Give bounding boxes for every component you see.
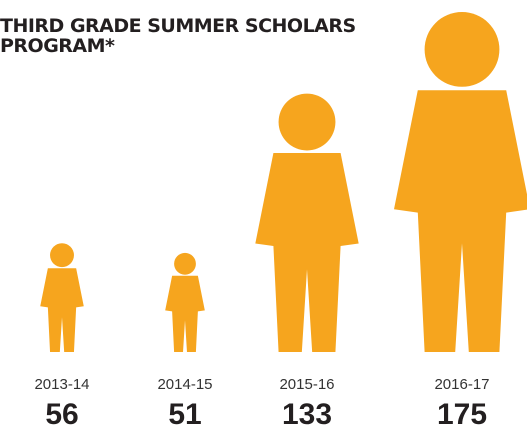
figure-head [425,12,500,87]
figure-head [50,243,74,267]
chart: 2013-14 56 2014-15 51 2015-16 133 2016-17 175 [0,0,527,431]
value-label: 133 [282,398,332,431]
figure-head [279,94,336,151]
figure [40,243,84,352]
category-label: 2016-17 [434,376,489,393]
figure-body [255,153,358,352]
category-label: 2013-14 [34,376,89,393]
figure-body [40,268,84,352]
value-label: 175 [437,398,487,431]
figure [255,94,358,352]
figure [394,12,527,352]
figure-body [394,90,527,352]
infographic: 2013-14 56 2014-15 51 2015-16 133 2016-17 175 T… [0,0,527,431]
value-label: 56 [45,398,78,431]
category-label: 2015-16 [279,376,334,393]
value-label: 51 [168,398,201,431]
figure-body [165,276,205,352]
figure [165,253,205,352]
figure-head [174,253,196,275]
chart-title: THIRD GRADE SUMMER SCHOLARS PROGRAM* [0,16,390,56]
category-label: 2014-15 [157,376,212,393]
